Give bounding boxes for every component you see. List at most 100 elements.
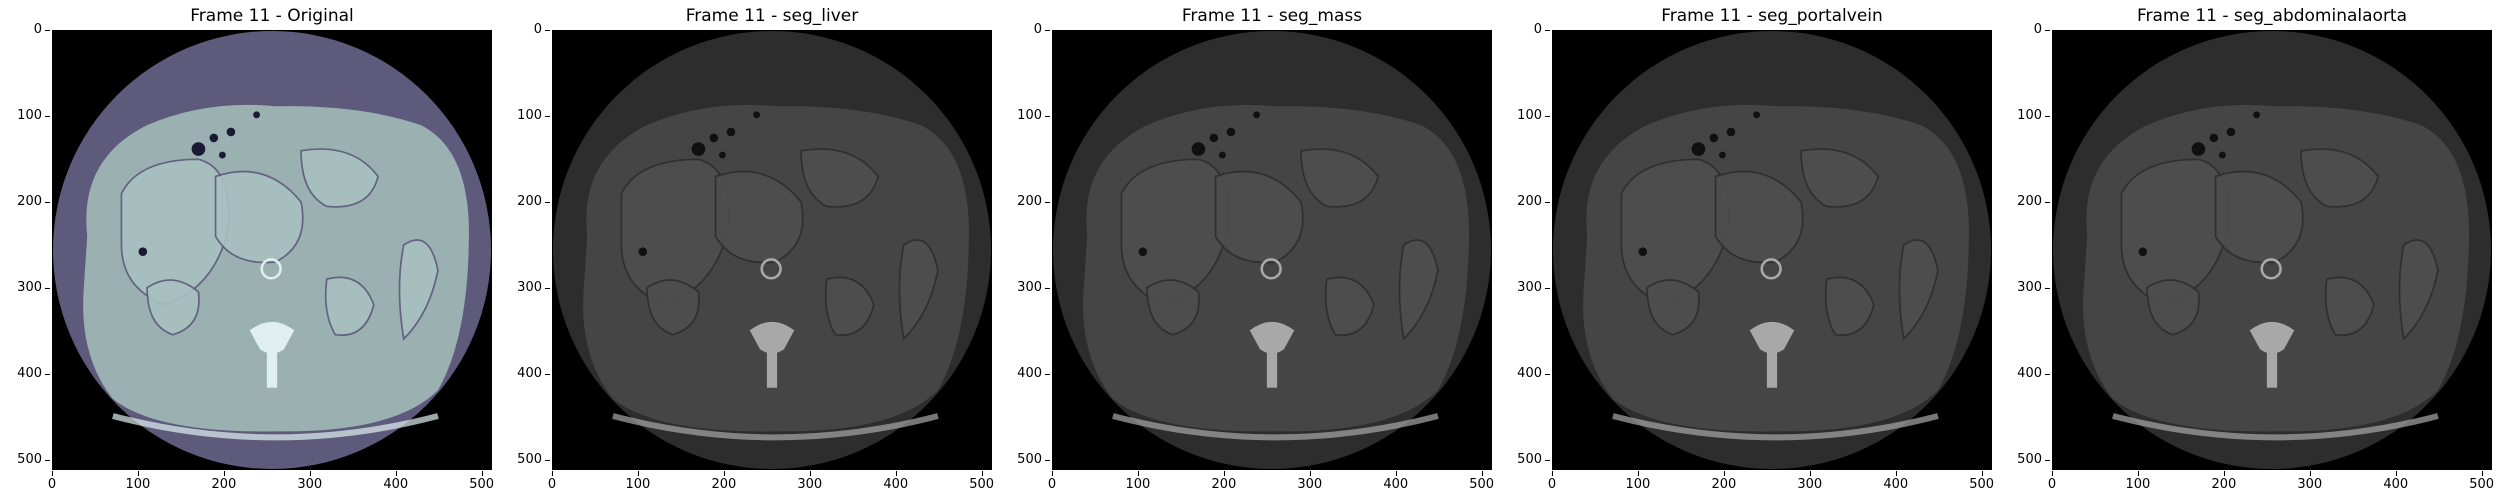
- aorta: [1760, 258, 1782, 280]
- x-tick-label: 400: [1376, 471, 1416, 492]
- gas-pocket: [691, 142, 706, 156]
- panel-seg-liver: Frame 11 - seg_liver 0 100 200 300 400 500 0 100…: [500, 0, 1000, 500]
- panel-title: Frame 11 - seg_liver: [685, 6, 859, 26]
- gas-pocket: [253, 111, 261, 119]
- y-tick-label: 300: [2000, 280, 2050, 295]
- scanner-table: [1612, 413, 1939, 441]
- y-tick-label: 400: [2000, 366, 2050, 381]
- gas-pocket: [1209, 133, 1219, 143]
- spinous-process: [1766, 349, 1778, 388]
- organ-kidney-left: [1146, 279, 1200, 336]
- y-tick-label: 0: [500, 23, 550, 37]
- y-tick-label: 200: [0, 194, 50, 209]
- spinous-process: [266, 349, 278, 388]
- organ-intestines: [2214, 170, 2304, 264]
- y-tick-label: 400: [500, 366, 550, 381]
- y-tick-label: 300: [0, 280, 50, 295]
- organ-intestines: [714, 170, 804, 264]
- organ-stomach: [1300, 148, 1380, 208]
- y-tick-label: 200: [1500, 194, 1550, 209]
- ct-slice-image: [1552, 30, 1992, 470]
- y-tick-label: 300: [500, 280, 550, 295]
- x-tick-label: 0: [2032, 471, 2072, 492]
- x-tick-label: 0: [532, 471, 572, 492]
- spinous-process: [766, 349, 778, 388]
- organ-kidney-right: [324, 276, 375, 337]
- y-tick-label: 100: [0, 108, 50, 123]
- organ-stomach: [800, 148, 880, 208]
- vertebra: [2249, 321, 2295, 354]
- x-tick-label: 100: [1118, 471, 1158, 492]
- x-tick-label: 200: [204, 471, 244, 492]
- vertebra: [749, 321, 795, 354]
- panel-title: Frame 11 - seg_mass: [1181, 6, 1363, 26]
- organ-spleen: [1398, 239, 1439, 341]
- x-tick-label: 100: [2118, 471, 2158, 492]
- x-tick-label: 400: [2376, 471, 2416, 492]
- gas-pocket: [1726, 127, 1736, 137]
- y-tick-label: 200: [2000, 194, 2050, 209]
- y-tick-label: 100: [2000, 108, 2050, 123]
- gas-pocket: [2253, 111, 2261, 119]
- gas-pocket: [718, 151, 726, 159]
- ct-slice-image: [552, 30, 992, 470]
- organ-stomach: [300, 148, 380, 208]
- gas-pocket: [2138, 247, 2148, 256]
- organ-stomach: [1800, 148, 1880, 208]
- organ-kidney-left: [1646, 279, 1700, 336]
- y-tick-label: 0: [0, 23, 50, 37]
- panel-title: Frame 11 - Original: [190, 6, 354, 26]
- gas-pocket: [726, 127, 736, 137]
- gas-pocket: [753, 111, 761, 119]
- organ-kidney-right: [2324, 276, 2375, 337]
- x-tick-label: 0: [32, 471, 72, 492]
- organ-kidney-left: [146, 279, 200, 336]
- gas-pocket: [1138, 247, 1148, 256]
- x-tick-label: 100: [1618, 471, 1658, 492]
- gas-pocket: [191, 142, 206, 156]
- y-tick-label: 100: [500, 108, 550, 123]
- x-tick-label: 200: [2204, 471, 2244, 492]
- organ-spleen: [398, 239, 439, 341]
- x-tick-label: 100: [618, 471, 658, 492]
- aorta: [2260, 258, 2282, 280]
- organ-kidney-left: [646, 279, 700, 336]
- organ-kidney-right: [1824, 276, 1875, 337]
- y-tick-label: 100: [1000, 108, 1050, 123]
- x-tick-label: 300: [290, 471, 330, 492]
- gas-pocket: [1191, 142, 1206, 156]
- organ-spleen: [898, 239, 939, 341]
- y-tick-label: 500: [1000, 452, 1050, 467]
- x-tick-label: 300: [1290, 471, 1330, 492]
- y-tick-label: 400: [1000, 366, 1050, 381]
- scanner-table: [2112, 413, 2439, 441]
- organ-spleen: [1898, 239, 1939, 341]
- x-tick-label: 400: [376, 471, 416, 492]
- gas-pocket: [218, 151, 226, 159]
- x-tick-label: 500: [462, 471, 502, 492]
- x-tick-label: 100: [118, 471, 158, 492]
- gas-pocket: [1226, 127, 1236, 137]
- ct-slice-image: [2052, 30, 2492, 470]
- organ-kidney-left: [2146, 279, 2200, 336]
- x-tick-label: 500: [2462, 471, 2500, 492]
- panel-original: Frame 11 - Original 0 100 200 300 400 500 0 100 2…: [0, 0, 500, 500]
- y-tick-label: 500: [500, 452, 550, 467]
- ct-slice-image: [52, 30, 492, 470]
- organ-kidney-right: [1324, 276, 1375, 337]
- spinous-process: [1266, 349, 1278, 388]
- x-tick-label: 300: [790, 471, 830, 492]
- organ-intestines: [1214, 170, 1304, 264]
- gas-pocket: [638, 247, 648, 256]
- gas-pocket: [138, 247, 148, 256]
- x-tick-label: 200: [1704, 471, 1744, 492]
- y-tick-label: 200: [1000, 194, 1050, 209]
- vertebra: [1249, 321, 1295, 354]
- gas-pocket: [1709, 133, 1719, 143]
- x-tick-label: 500: [962, 471, 1002, 492]
- x-tick-label: 400: [876, 471, 916, 492]
- y-tick-label: 100: [1500, 108, 1550, 123]
- x-tick-label: 500: [1462, 471, 1502, 492]
- x-tick-label: 200: [704, 471, 744, 492]
- y-tick-label: 300: [1000, 280, 1050, 295]
